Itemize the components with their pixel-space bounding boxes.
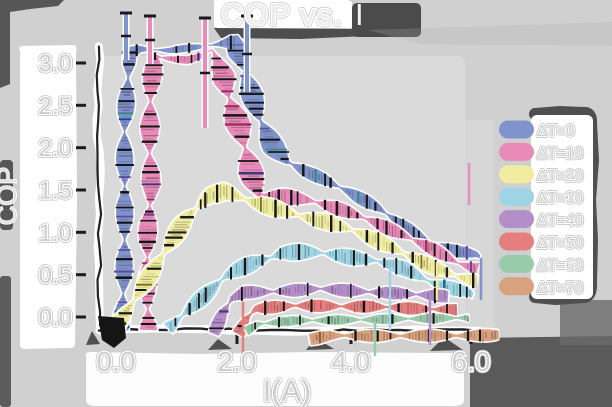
svg-text:6.0: 6.0 <box>452 346 491 377</box>
svg-text:ΔT=20: ΔT=20 <box>537 168 583 185</box>
svg-text:I: I <box>355 0 364 32</box>
svg-text:2.5: 2.5 <box>39 93 72 120</box>
svg-text:ΔT=30: ΔT=30 <box>537 190 583 207</box>
svg-text:2.5: 2.5 <box>39 93 72 120</box>
svg-text:ΔT=70: ΔT=70 <box>537 280 583 297</box>
svg-text:COP: COP <box>0 167 22 226</box>
svg-text:0.0: 0.0 <box>39 305 72 332</box>
svg-text:I(A): I(A) <box>263 375 311 407</box>
svg-text:COP vs.: COP vs. <box>221 0 343 32</box>
svg-text:4.0: 4.0 <box>332 346 371 377</box>
svg-text:ΔT=40: ΔT=40 <box>537 213 583 230</box>
svg-text:1.0: 1.0 <box>39 220 72 247</box>
svg-text:COP vs.: COP vs. <box>221 0 343 32</box>
svg-text:4.0: 4.0 <box>332 346 371 377</box>
svg-text:0.5: 0.5 <box>39 262 72 289</box>
svg-text:0.0: 0.0 <box>97 346 136 377</box>
svg-text:ΔT=0: ΔT=0 <box>537 123 575 140</box>
svg-text:ΔT=10: ΔT=10 <box>537 145 583 162</box>
svg-text:3.0: 3.0 <box>39 51 72 78</box>
svg-text:ΔT=70: ΔT=70 <box>537 280 583 297</box>
svg-text:ΔT=50: ΔT=50 <box>537 235 583 252</box>
svg-text:3.0: 3.0 <box>39 51 72 78</box>
svg-text:0.5: 0.5 <box>39 262 72 289</box>
svg-text:ΔT=10: ΔT=10 <box>537 145 583 162</box>
svg-text:0.0: 0.0 <box>97 346 136 377</box>
svg-text:ΔT=60: ΔT=60 <box>537 257 583 274</box>
svg-text:2.0: 2.0 <box>39 135 72 162</box>
svg-text:2.0: 2.0 <box>218 346 257 377</box>
svg-text:I(A): I(A) <box>263 375 311 407</box>
svg-text:1.0: 1.0 <box>39 220 72 247</box>
svg-text:2.0: 2.0 <box>39 135 72 162</box>
svg-text:ΔT=60: ΔT=60 <box>537 257 583 274</box>
svg-text:ΔT=40: ΔT=40 <box>537 213 583 230</box>
svg-text:ΔT=0: ΔT=0 <box>537 123 575 140</box>
svg-text:2.0: 2.0 <box>218 346 257 377</box>
svg-text:6.0: 6.0 <box>452 346 491 377</box>
svg-text:ΔT=30: ΔT=30 <box>537 190 583 207</box>
svg-text:ΔT=20: ΔT=20 <box>537 168 583 185</box>
svg-text:ΔT=50: ΔT=50 <box>537 235 583 252</box>
svg-text:1.5: 1.5 <box>39 178 72 205</box>
svg-text:0.0: 0.0 <box>39 305 72 332</box>
svg-text:1.5: 1.5 <box>39 178 72 205</box>
